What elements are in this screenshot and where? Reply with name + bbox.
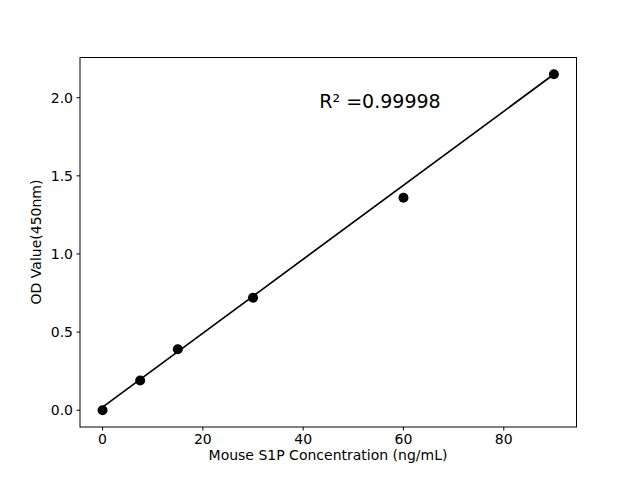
data-point	[398, 193, 408, 203]
x-tick-label: 40	[294, 431, 312, 447]
x-tick-label: 0	[98, 431, 107, 447]
r-squared-annotation: R² =0.99998	[319, 90, 440, 112]
x-tick-label: 20	[194, 431, 212, 447]
data-point	[549, 69, 559, 79]
standard-curve-figure: 0 20 40 60 80 0.0 0.5 1.0 1.5 2.0 Mouse S1P Conce…	[0, 0, 640, 480]
x-tick-label: 80	[495, 431, 513, 447]
y-axis-label: OD Value(450nm)	[28, 180, 44, 305]
y-tick-label: 1.0	[51, 246, 73, 262]
x-axis-label: Mouse S1P Concentration (ng/mL)	[209, 447, 448, 463]
data-point	[135, 376, 145, 386]
fit-line	[103, 74, 554, 407]
y-tick-label: 0.0	[51, 402, 73, 418]
y-tick-label: 2.0	[51, 90, 73, 106]
data-point	[173, 344, 183, 354]
y-tick-label: 0.5	[51, 324, 73, 340]
data-point	[248, 293, 258, 303]
data-point	[98, 405, 108, 415]
x-tick-label: 60	[395, 431, 413, 447]
y-tick-label: 1.5	[51, 168, 73, 184]
chart-canvas: 0 20 40 60 80 0.0 0.5 1.0 1.5 2.0	[0, 0, 640, 480]
